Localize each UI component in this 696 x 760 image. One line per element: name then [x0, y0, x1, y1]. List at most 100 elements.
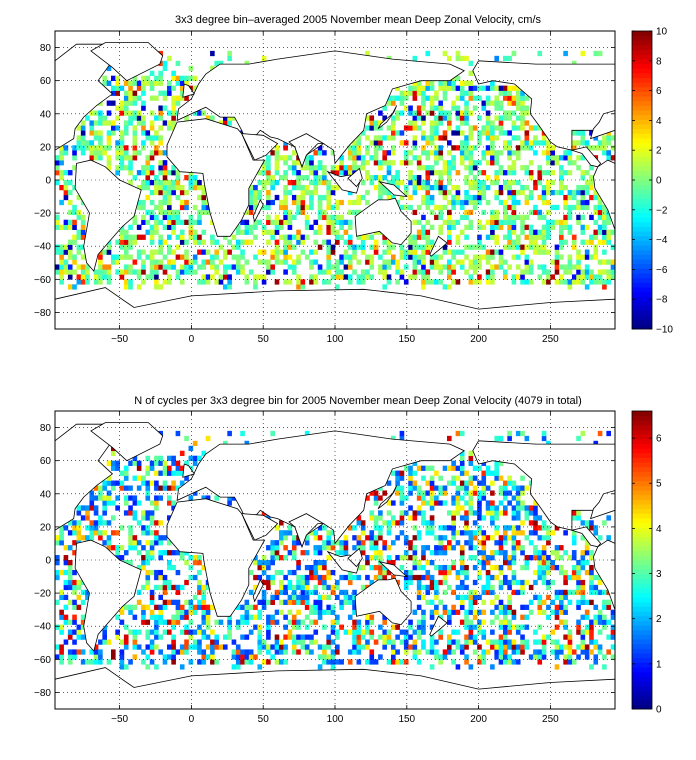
bin-cell — [322, 150, 327, 156]
bin-cell — [235, 649, 241, 655]
bin-cell — [515, 274, 521, 280]
bin-cell — [399, 520, 405, 526]
bin-cell — [322, 209, 327, 216]
bin-cell — [546, 180, 551, 186]
bin-cell — [111, 545, 116, 551]
bin-cell — [524, 259, 530, 265]
bin-cell — [571, 569, 577, 576]
bin-cell — [167, 244, 172, 250]
bin-cell — [546, 160, 551, 166]
bin-cell — [63, 150, 69, 156]
bin-cell — [425, 545, 431, 551]
colorbar-band — [632, 606, 652, 612]
bin-cell — [412, 80, 418, 86]
bin-cell — [179, 604, 185, 610]
bin-cell — [580, 629, 586, 635]
bin-cell — [541, 634, 547, 640]
bin-cell — [416, 574, 422, 581]
bin-cell — [408, 574, 413, 581]
bin-cell — [507, 480, 512, 486]
colorbar-band — [632, 499, 652, 505]
bin-cell — [541, 234, 547, 240]
bin-cell — [567, 224, 573, 230]
bin-cell — [472, 649, 478, 655]
bin-cell — [580, 589, 586, 596]
bin-cell — [296, 599, 301, 605]
colorbar-band — [632, 175, 652, 181]
bin-cell — [563, 150, 568, 156]
bin-cell — [309, 619, 314, 625]
bin-cell — [593, 274, 599, 280]
bin-cell — [490, 120, 495, 126]
bin-cell — [391, 145, 396, 151]
bin-cell — [434, 105, 439, 111]
bin-cell — [524, 604, 530, 610]
bin-cell — [115, 545, 120, 551]
bin-cell — [59, 249, 64, 255]
bin-cell — [119, 480, 125, 486]
bin-cell — [115, 460, 120, 466]
bin-cell — [455, 639, 461, 645]
bin-cell — [93, 654, 99, 660]
bin-cell — [98, 254, 103, 260]
bin-cell — [438, 224, 443, 230]
bin-cell — [373, 120, 379, 126]
bin-cell — [507, 599, 512, 605]
colorbar-band — [632, 615, 652, 621]
bin-cell — [76, 649, 82, 655]
bin-cell — [382, 155, 387, 161]
bin-cell — [179, 219, 185, 225]
bin-cell — [128, 540, 133, 546]
bin-cell — [158, 284, 163, 290]
bin-cell — [571, 589, 577, 596]
bin-cell — [115, 550, 120, 556]
bin-cell — [571, 659, 577, 665]
bin-cell — [106, 145, 112, 151]
bin-cell — [503, 609, 508, 615]
bin-cell — [494, 224, 499, 230]
bin-cell — [119, 639, 125, 645]
bin-cell — [197, 555, 202, 561]
bin-cell — [507, 180, 512, 186]
bin-cell — [477, 85, 482, 91]
bin-cell — [123, 130, 129, 136]
bin-cell — [244, 634, 250, 640]
bin-cell — [434, 609, 439, 615]
bin-cell — [347, 279, 353, 285]
bin-cell — [274, 569, 280, 576]
bin-cell — [498, 264, 504, 270]
bin-cell — [98, 145, 103, 151]
bin-cell — [158, 619, 163, 625]
colorbar-band — [632, 443, 652, 449]
bin-cell — [571, 204, 577, 211]
bin-cell — [365, 555, 370, 561]
bin-cell — [154, 455, 159, 461]
bin-cell — [416, 530, 422, 536]
bin-cell — [593, 204, 599, 211]
bin-cell — [119, 659, 125, 665]
bin-cell — [490, 279, 495, 285]
bin-cell — [317, 224, 323, 230]
bin-cell — [201, 184, 207, 191]
bin-cell — [554, 269, 560, 275]
bin-cell — [416, 490, 422, 496]
bin-cell — [541, 199, 547, 206]
bin-cell — [576, 259, 581, 265]
bin-cell — [360, 160, 366, 166]
bin-cell — [141, 584, 146, 591]
bin-cell — [335, 214, 340, 221]
bin-cell — [576, 579, 581, 586]
bin-cell — [593, 135, 599, 141]
bin-cell — [171, 564, 176, 571]
bin-cell — [503, 269, 508, 275]
bin-cell — [438, 209, 443, 216]
bin-cell — [347, 614, 353, 620]
bin-cell — [158, 219, 163, 225]
bin-cell — [447, 619, 452, 625]
bin-cell — [429, 579, 435, 586]
bin-cell — [59, 594, 64, 601]
bin-cell — [93, 649, 99, 655]
bin-cell — [559, 239, 564, 245]
bin-cell — [490, 85, 495, 91]
bin-cell — [438, 170, 443, 176]
